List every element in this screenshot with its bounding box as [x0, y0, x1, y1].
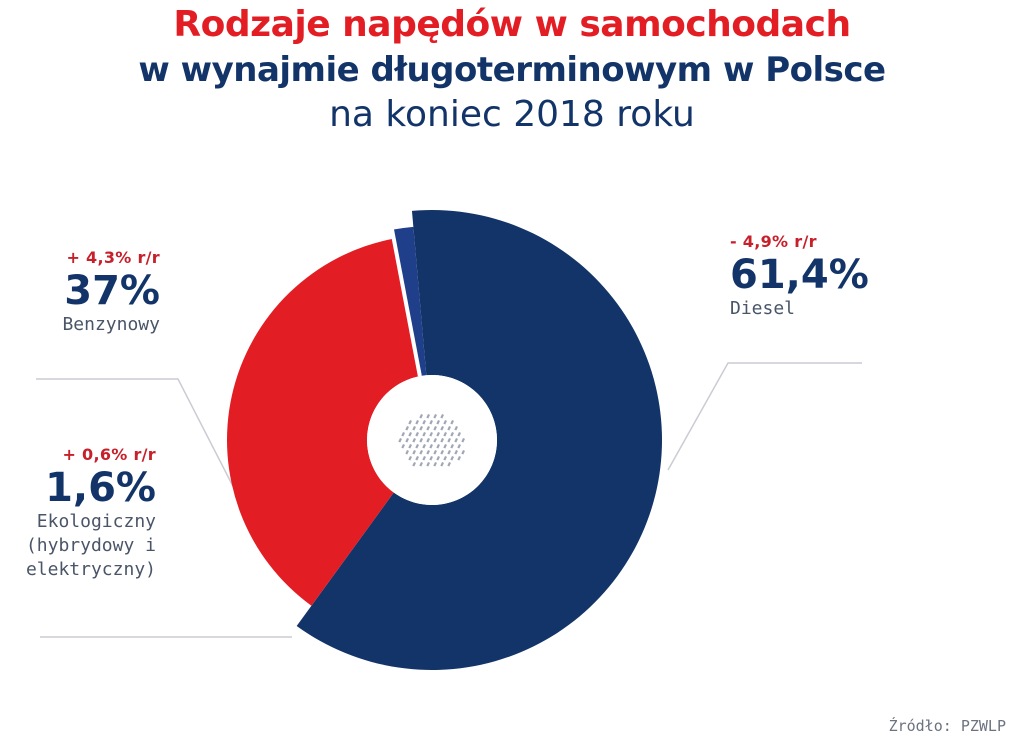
petrol-name: Benzynowy: [62, 314, 160, 335]
petrol-label: + 4,3% r/r 37% Benzynowy: [62, 248, 160, 337]
slice-petrol: [226, 238, 420, 606]
title-line-3: na koniec 2018 roku: [329, 94, 695, 135]
petrol-percent: 37%: [64, 268, 160, 314]
slice-diesel: [296, 210, 662, 670]
eco-label: + 0,6% r/r 1,6% Ekologiczny (hybrydowy i…: [26, 445, 156, 582]
eco-percent: 1,6%: [45, 465, 156, 511]
petrol-change: + 4,3% r/r: [66, 248, 160, 267]
diesel-connector-line: [667, 362, 862, 471]
diesel-label: - 4,9% r/r 61,4% Diesel: [730, 232, 869, 321]
source-note: Źródło: PZWLP: [888, 717, 1006, 735]
eco-name-line-2: (hybrydowy i: [25, 535, 156, 556]
title-line-1: Rodzaje napędów w samochodach: [173, 4, 851, 45]
poland-map-icon: [398, 414, 465, 467]
eco-name-line-1: Ekologiczny: [36, 511, 156, 532]
diesel-change: - 4,9% r/r: [730, 232, 817, 251]
chart-title: Rodzaje napędów w samochodach w wynajmie…: [0, 2, 1024, 138]
diesel-name: Diesel: [730, 298, 796, 319]
slice-separator: [389, 226, 422, 377]
title-line-2: w wynajmie długoterminowym w Polsce: [138, 50, 886, 90]
slice-eco: [392, 226, 427, 377]
petrol-connector-line: [36, 378, 241, 501]
eco-name-line-3: elektryczny): [25, 559, 156, 580]
donut-hole: [367, 375, 497, 505]
diesel-percent: 61,4%: [730, 252, 869, 298]
eco-change: + 0,6% r/r: [62, 445, 156, 464]
